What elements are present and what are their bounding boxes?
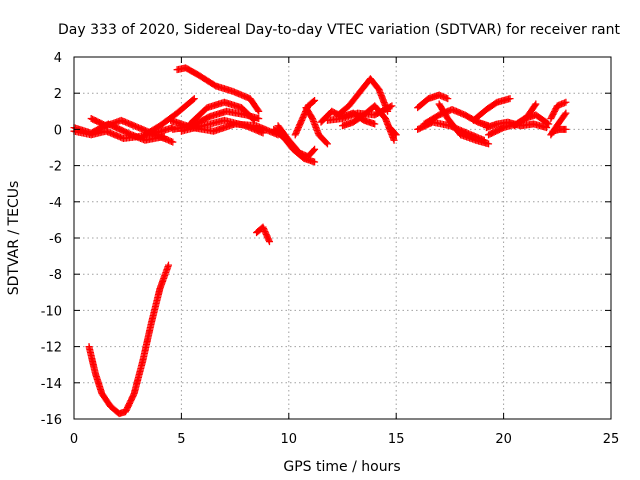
- y-tick-label: 2: [54, 87, 62, 102]
- data-point: [561, 110, 569, 118]
- y-tick-label: -10: [41, 304, 62, 319]
- data-point: [562, 98, 570, 106]
- data-point: [388, 102, 396, 110]
- series-arc-ad: [253, 223, 273, 246]
- data-point: [444, 95, 452, 103]
- data-point: [506, 95, 514, 103]
- x-tick-label: 5: [177, 432, 185, 447]
- chart-title: Day 333 of 2020, Sidereal Day-to-day VTE…: [58, 22, 620, 38]
- y-axis-title: SDTVAR / TECUs: [6, 181, 22, 296]
- y-tick-label: 0: [54, 123, 62, 138]
- data-point: [165, 261, 173, 269]
- x-tick-label: 0: [70, 432, 78, 447]
- data-point: [255, 107, 263, 115]
- y-tick-label: -4: [49, 196, 62, 211]
- y-tick-label: -2: [49, 160, 62, 175]
- data-point: [259, 129, 267, 137]
- x-axis-title: GPS time / hours: [283, 459, 400, 475]
- data-point: [310, 97, 318, 105]
- y-tick-label: -16: [41, 413, 62, 428]
- data-point: [249, 115, 257, 123]
- series-arc-m: [302, 104, 331, 148]
- data-point: [311, 96, 319, 104]
- x-tick-label: 20: [495, 432, 512, 447]
- data-point: [322, 139, 330, 147]
- series-arc-x: [470, 95, 514, 124]
- x-tick-label: 10: [281, 432, 298, 447]
- series-arc-q: [323, 102, 396, 124]
- series-arc-aa: [547, 98, 570, 123]
- data-point: [371, 120, 379, 128]
- data-point: [169, 138, 177, 146]
- series-arc-d: [141, 95, 198, 139]
- y-tick-label: -14: [41, 377, 62, 392]
- series-arc-e: [173, 64, 263, 115]
- series-arc-v: [435, 100, 493, 148]
- data-point: [532, 100, 540, 108]
- series-arc-z: [510, 111, 553, 130]
- data-point: [392, 131, 400, 139]
- y-tick-label: -12: [41, 341, 62, 356]
- data-point: [265, 238, 273, 246]
- series-arc-ac: [549, 125, 570, 135]
- series-arc-s: [414, 91, 452, 112]
- data-point: [311, 158, 319, 166]
- data-point: [189, 96, 197, 104]
- x-tick-labels: 0 5 10 15 20 25: [70, 432, 619, 447]
- series-arc-k: [274, 122, 319, 161]
- data-point: [485, 140, 493, 148]
- y-tick-label: -6: [49, 232, 62, 247]
- axis-ticks: [73, 56, 612, 420]
- data-point: [310, 146, 318, 154]
- data-point: [323, 140, 331, 148]
- data-point: [387, 103, 395, 111]
- data-point: [562, 125, 570, 133]
- data-point: [311, 145, 319, 153]
- series-arc-ae: [85, 261, 173, 418]
- data-point: [391, 130, 399, 138]
- data-point: [531, 101, 539, 109]
- data-point: [255, 115, 263, 123]
- x-tick-label: 25: [603, 432, 620, 447]
- data-point: [562, 109, 570, 117]
- series-arc-c: [87, 115, 177, 146]
- data-point: [254, 106, 262, 114]
- data-point: [545, 120, 553, 128]
- data-point: [543, 119, 551, 127]
- x-tick-label: 15: [388, 432, 405, 447]
- data-points: [70, 64, 570, 418]
- y-tick-labels: -16 -14 -12 -10 -8 -6 -4 -2 0 2 4: [41, 51, 62, 428]
- grid-lines: [74, 57, 611, 419]
- data-point: [390, 136, 398, 144]
- y-tick-label: -8: [49, 268, 62, 283]
- y-tick-label: 4: [54, 51, 62, 66]
- data-point: [190, 95, 198, 103]
- series-arc-r: [386, 124, 400, 139]
